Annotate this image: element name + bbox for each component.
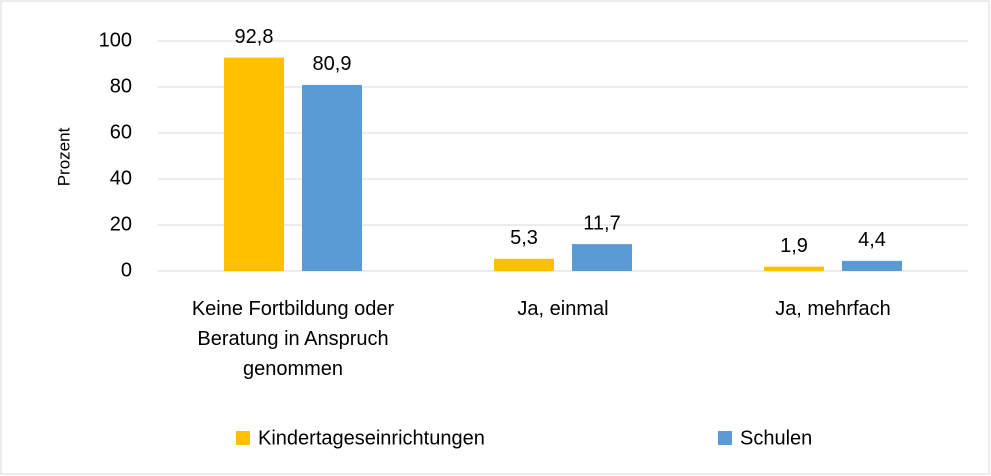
y-tick-label: 0 [121, 259, 132, 281]
x-tick-label: Keine Fortbildung oder Beratung in Anspr… [191, 298, 395, 380]
legend-swatch [236, 431, 250, 445]
bar [302, 84, 362, 272]
bar [842, 260, 902, 271]
x-tick-label: Ja, einmal [517, 298, 609, 320]
data-label: 4,4 [858, 229, 886, 251]
legend-label: Schulen [740, 427, 812, 449]
data-label: 92,8 [235, 26, 274, 48]
y-tick-label: 100 [99, 29, 132, 51]
data-label: 1,9 [780, 235, 808, 257]
y-tick-label: 60 [110, 121, 132, 143]
bar [572, 244, 632, 271]
y-axis-label: Prozent [54, 127, 73, 186]
data-label: 11,7 [583, 212, 620, 234]
data-label: 5,3 [510, 227, 538, 249]
bar [764, 266, 824, 271]
y-tick-label: 20 [110, 213, 132, 235]
bar [494, 258, 554, 271]
legend-label: Kindertageseinrichtungen [258, 427, 485, 449]
data-label: 80,9 [313, 53, 352, 75]
y-tick-label: 40 [110, 167, 132, 189]
y-tick-label: 80 [110, 75, 132, 97]
bar [224, 57, 284, 272]
x-tick-label: Ja, mehrfach [775, 298, 891, 320]
legend-swatch [718, 431, 732, 445]
